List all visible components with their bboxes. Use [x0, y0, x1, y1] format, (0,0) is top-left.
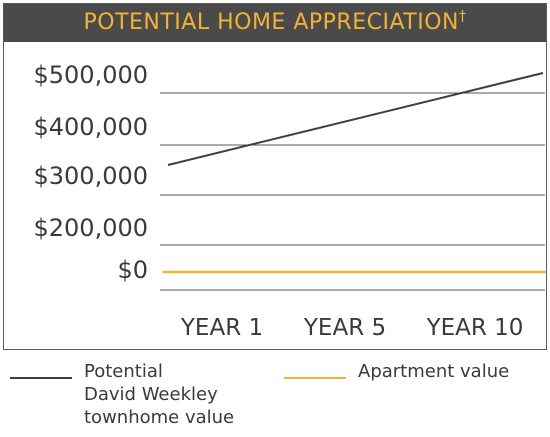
y-axis-ticks: $500,000 $400,000 $300,000 $200,000 $0 — [33, 61, 148, 284]
x-tick-label-0: YEAR 1 — [180, 315, 263, 341]
chart-title-footnote-mark: † — [459, 8, 467, 25]
y-tick-label-1: $400,000 — [33, 113, 148, 141]
x-tick-label-1: YEAR 5 — [303, 315, 386, 341]
series-lines — [163, 72, 546, 274]
chart-frame: POTENTIAL HOME APPRECIATION† — [3, 3, 547, 350]
legend-swatch-townhome — [10, 377, 72, 379]
chart-title-bar: POTENTIAL HOME APPRECIATION† — [4, 4, 546, 42]
chart-title: POTENTIAL HOME APPRECIATION† — [83, 8, 467, 35]
y-tick-label-0: $500,000 — [33, 61, 148, 89]
legend: Potential David Weekley townhome value A… — [0, 360, 550, 437]
chart-title-text: POTENTIAL HOME APPRECIATION — [83, 9, 459, 35]
legend-swatch-apartment — [284, 377, 346, 379]
y-tick-label-2: $300,000 — [33, 162, 148, 190]
series-line-townhome — [167, 72, 544, 166]
legend-item-townhome: Potential David Weekley townhome value — [10, 360, 234, 429]
x-tick-label-2: YEAR 10 — [426, 315, 524, 341]
y-tick-label-4: $0 — [117, 256, 148, 284]
x-axis-ticks: YEAR 1 YEAR 5 YEAR 10 — [180, 315, 524, 341]
y-tick-label-3: $200,000 — [33, 214, 148, 242]
legend-label-townhome: Potential David Weekley townhome value — [84, 361, 235, 428]
legend-label-apartment: Apartment value — [358, 361, 510, 382]
legend-item-apartment: Apartment value — [284, 360, 509, 383]
gridlines — [160, 92, 545, 291]
chart-plot: $500,000 $400,000 $300,000 $200,000 $0 YEAR … — [33, 61, 546, 341]
